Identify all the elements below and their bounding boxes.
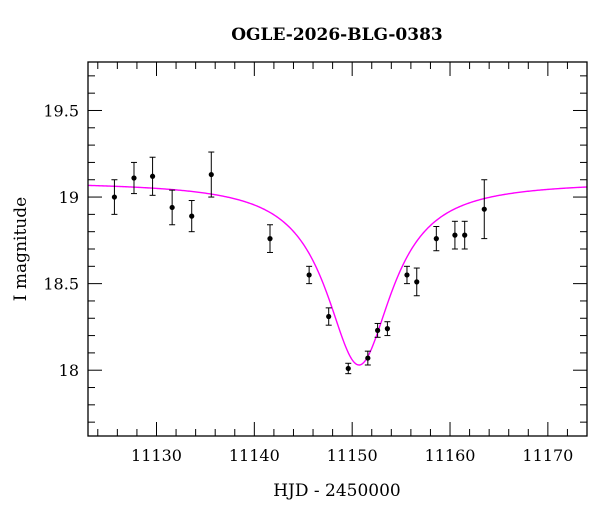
data-point	[461, 220, 468, 250]
axis-tick-labels: 11130 11140 11150 11160 11170 18 18.5 19 19.5	[43, 101, 573, 465]
x-tick-label: 11160	[425, 446, 476, 465]
point-marker	[384, 326, 390, 332]
point-marker	[404, 272, 410, 278]
point-marker	[414, 279, 420, 285]
y-tick-label: 19.5	[43, 101, 79, 120]
point-marker	[462, 232, 468, 238]
point-marker	[306, 272, 312, 278]
data-point	[403, 265, 410, 285]
x-tick-label: 11150	[327, 446, 378, 465]
point-marker	[365, 355, 371, 361]
data-point	[325, 307, 332, 326]
model-curve	[87, 184, 588, 366]
x-tick-label: 11140	[229, 446, 280, 465]
data-point	[413, 267, 420, 297]
x-tick-label: 11130	[131, 446, 182, 465]
point-marker	[149, 173, 156, 179]
data-point	[130, 161, 137, 195]
point-marker	[208, 171, 214, 178]
plot-frame	[87, 61, 588, 437]
y-tick-label: 19	[59, 188, 79, 207]
data-point	[345, 362, 352, 375]
x-axis-label: HJD - 2450000	[273, 481, 401, 501]
point-marker	[433, 236, 439, 242]
point-marker	[345, 365, 351, 372]
chart-title: OGLE-2026-BLG-0383	[231, 25, 443, 45]
y-axis-label: I magnitude	[11, 197, 31, 301]
data-point	[481, 179, 488, 240]
point-marker	[267, 236, 273, 242]
point-marker	[131, 175, 137, 181]
data-point	[374, 322, 381, 338]
axis-ticks	[88, 62, 588, 436]
data-point	[266, 224, 273, 253]
y-tick-label: 18.5	[43, 275, 79, 294]
data-point	[384, 321, 391, 337]
data-point	[188, 200, 195, 233]
data-point	[169, 189, 176, 226]
point-marker	[111, 194, 118, 200]
point-marker	[326, 313, 332, 320]
point-marker	[481, 206, 487, 212]
data-point	[433, 225, 440, 252]
data-point	[364, 350, 371, 366]
data-point	[149, 156, 156, 196]
point-marker	[189, 213, 195, 219]
data-point	[306, 265, 313, 285]
point-marker	[169, 204, 175, 211]
x-tick-label: 11170	[522, 446, 573, 465]
y-tick-label: 18	[59, 361, 79, 380]
data-point	[111, 179, 118, 215]
point-marker	[375, 327, 381, 333]
data-points	[111, 151, 488, 375]
data-point	[451, 220, 458, 250]
point-marker	[452, 232, 458, 238]
data-point	[208, 151, 215, 198]
